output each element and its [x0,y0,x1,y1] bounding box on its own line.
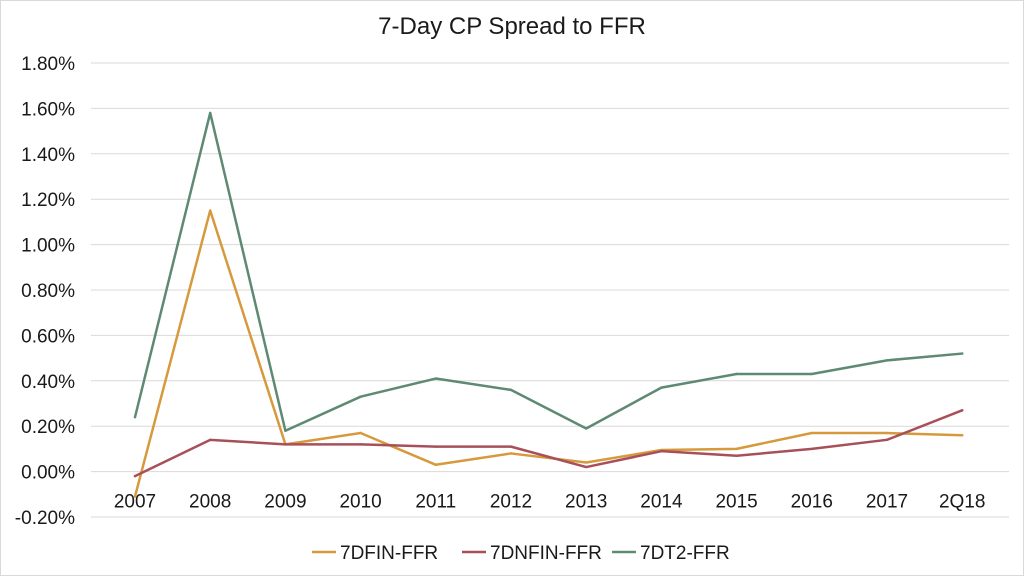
legend-item: 7DT2-FFR [612,543,730,564]
x-tick-label: 2008 [189,492,231,513]
data-point [660,386,663,389]
data-point [133,415,137,419]
y-tick-label: 0.80% [21,281,75,302]
data-point [885,431,889,435]
legend-item: 7DNFIN-FFR [462,543,602,564]
x-tick-label: 2014 [640,492,683,513]
data-point [961,352,964,355]
data-point [509,445,513,448]
data-point [961,434,964,437]
data-point [133,495,137,498]
data-point [735,372,738,376]
data-point [585,427,588,430]
y-axis-tick-labels: -0.20% 0.00% 0.20% 0.40% 0.60% 0.80% 1.00% 1.20… [15,54,75,529]
data-point [359,431,362,435]
x-axis-tick-labels: 2007 2008 2009 2010 2011 2012 2013 2014 2015 2016… [114,492,986,513]
data-point [434,377,437,380]
data-point [810,447,813,451]
data-point [359,395,362,398]
legend-label: 7DT2-FFR [640,543,730,564]
y-tick-label: 0.40% [21,372,75,393]
x-tick-label: 2Q18 [939,492,985,513]
series-7dnfin-ffr [133,409,964,478]
chart-title: 7-Day CP Spread to FFR [378,13,646,40]
y-tick-label: 1.60% [21,99,75,120]
gridlines [91,62,1009,518]
x-tick-label: 2013 [565,492,607,513]
y-tick-label: -0.20% [15,508,75,529]
series-line [133,111,964,432]
x-tick-label: 2010 [339,492,381,513]
data-point [961,409,964,412]
data-point [810,372,813,376]
data-point [660,449,663,453]
x-tick-label: 2016 [791,492,833,513]
data-point [585,465,588,469]
y-tick-label: 1.40% [21,145,75,166]
data-point [885,438,889,442]
data-point [284,429,287,432]
data-point [359,443,362,446]
legend-label: 7DNFIN-FFR [490,543,602,564]
data-point [209,111,212,115]
data-point [434,445,437,448]
y-tick-label: 0.20% [21,417,75,438]
legend: 7DFIN-FFR 7DNFIN-FFR 7DT2-FFR [312,543,730,564]
y-tick-label: 0.60% [21,326,75,347]
data-point [434,463,437,466]
legend-label: 7DFIN-FFR [340,543,438,564]
x-tick-label: 2015 [715,492,757,513]
data-point [209,438,212,442]
data-point [509,388,513,392]
series-line [133,409,964,478]
y-tick-label: 1.80% [21,54,75,75]
data-point [133,474,137,478]
data-point [585,461,588,464]
y-tick-label: 0.00% [21,463,75,484]
x-tick-label: 2007 [114,492,156,513]
data-point [885,359,889,362]
legend-item: 7DFIN-FFR [312,543,438,564]
series-lines [133,111,964,498]
series-7dt2-ffr [133,111,964,432]
data-point [735,447,738,451]
x-tick-label: 2017 [866,492,908,513]
data-point [284,443,287,446]
x-tick-label: 2009 [264,492,306,513]
y-tick-label: 1.20% [21,190,75,211]
x-tick-label: 2011 [415,492,456,513]
data-point [509,452,513,455]
series-line [133,209,964,498]
series-7dfin-ffr [133,209,964,498]
data-point [810,431,813,435]
data-point [209,209,212,212]
y-tick-label: 1.00% [21,236,75,257]
x-tick-label: 2012 [490,492,532,513]
data-point [735,454,738,457]
